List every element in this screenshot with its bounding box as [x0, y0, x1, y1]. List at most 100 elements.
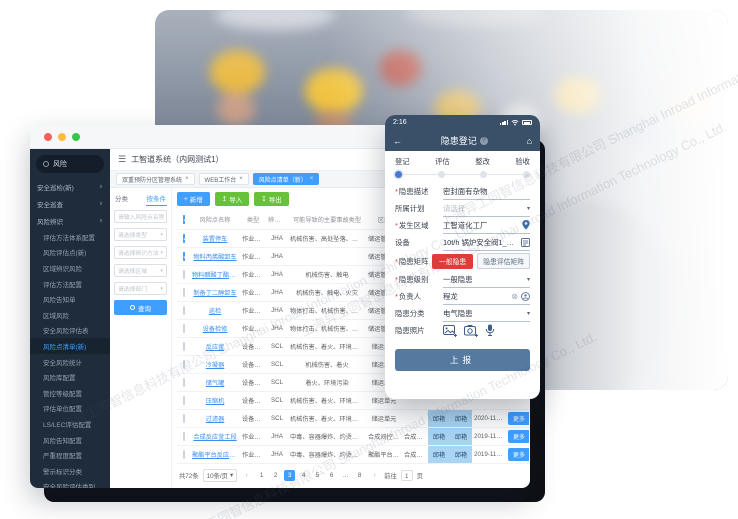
- sidebar-item[interactable]: 风险评估点(新): [30, 245, 110, 261]
- page-number-button[interactable]: 2: [273, 471, 278, 479]
- open-tab-chip[interactable]: 风险点清单（新） ×: [252, 173, 320, 185]
- method-select[interactable]: 请选择辨识方法 ▾: [114, 246, 167, 259]
- page-number-button[interactable]: 6: [329, 471, 334, 479]
- device-input[interactable]: 10t/h 锅炉安全阀1_P0001: [443, 237, 518, 247]
- sidebar-item[interactable]: 警示标识分类: [30, 463, 110, 479]
- close-window-dot[interactable]: [44, 132, 52, 141]
- risk-name-link[interactable]: 储气罐: [190, 373, 240, 392]
- row-checkbox[interactable]: [182, 431, 185, 441]
- contact-picker-icon[interactable]: [521, 291, 530, 301]
- sidebar-item[interactable]: 评估单位配置: [30, 401, 110, 417]
- hazard-description-input[interactable]: 密封面有杂物: [443, 186, 488, 196]
- prev-page-button[interactable]: ‹: [245, 471, 248, 479]
- step-accept[interactable]: 验收: [515, 157, 530, 166]
- row-checkbox[interactable]: [182, 449, 185, 459]
- sidebar-item[interactable]: 安全风险评估表: [30, 323, 110, 339]
- sidebar-item[interactable]: 风险告知单: [30, 291, 110, 307]
- type-select[interactable]: 请选择类型 ▾: [114, 228, 167, 241]
- risk-name-link[interactable]: 巡检: [190, 301, 240, 320]
- clear-icon[interactable]: ⊗: [511, 291, 518, 301]
- step-assess[interactable]: 评估: [435, 157, 450, 166]
- row-checkbox[interactable]: [182, 413, 185, 423]
- row-checkbox[interactable]: [182, 359, 185, 369]
- sidebar-item[interactable]: 风险点清单(新): [30, 338, 110, 354]
- import-button[interactable]: ↥ 导入: [214, 192, 250, 206]
- department-select[interactable]: 请选择部门 ▾: [114, 282, 167, 295]
- sidebar-item[interactable]: 安全风险评估类别: [30, 479, 110, 488]
- open-tab-chip[interactable]: 双重预防分区管理系统 ×: [116, 173, 195, 185]
- per-page-select[interactable]: 10条/页 ▾: [202, 468, 238, 482]
- risk-name-link[interactable]: 压缩机: [190, 391, 240, 410]
- sidebar-item[interactable]: 风险辨识 ∧: [30, 212, 110, 229]
- select-all-checkbox[interactable]: [182, 214, 185, 224]
- sidebar-item[interactable]: 安全巡检(新) ∨: [30, 178, 110, 195]
- risk-name-link[interactable]: 装置停车: [190, 229, 240, 248]
- step-rectify[interactable]: 整改: [475, 157, 490, 166]
- submit-button[interactable]: 上报: [395, 349, 530, 371]
- export-button[interactable]: ↧ 导出: [254, 192, 289, 206]
- step-register[interactable]: 登记: [395, 157, 410, 166]
- sidebar-item[interactable]: 安全巡查 ∨: [30, 195, 110, 212]
- goto-page-input[interactable]: 1: [400, 469, 413, 481]
- page-number-button[interactable]: 4: [301, 471, 306, 479]
- matrix-evaluate-button[interactable]: 隐患评估矩阵: [477, 253, 530, 269]
- plan-select[interactable]: 请选择: [443, 203, 466, 213]
- page-number-button[interactable]: 1: [259, 471, 264, 479]
- back-arrow-icon[interactable]: ←: [393, 135, 402, 146]
- add-button[interactable]: + 新增: [177, 192, 210, 206]
- area-input[interactable]: 工智道化工厂: [443, 220, 488, 230]
- add-photo-icon[interactable]: [443, 324, 457, 337]
- more-button[interactable]: 更多: [508, 447, 529, 461]
- risk-name-link[interactable]: 物料丙烯酸卸车: [190, 247, 240, 266]
- risk-name-link[interactable]: 冷凝器: [190, 355, 240, 374]
- home-icon[interactable]: ⌂: [526, 135, 532, 146]
- sidebar-item[interactable]: LS/LEC评估配置: [30, 416, 110, 432]
- row-checkbox[interactable]: [182, 287, 185, 297]
- row-checkbox[interactable]: [182, 377, 185, 387]
- close-icon[interactable]: ×: [309, 176, 314, 182]
- device-list-icon[interactable]: [521, 237, 530, 247]
- sidebar-item[interactable]: 风险告知配置: [30, 432, 110, 448]
- risk-name-link[interactable]: 物料醋酸丁酯卸车: [190, 265, 240, 284]
- category-select[interactable]: 电气隐患: [443, 308, 473, 318]
- filter-tab-condition[interactable]: 按条件: [145, 191, 167, 206]
- sidebar-item[interactable]: 评估方法体系配置: [30, 229, 110, 245]
- close-icon[interactable]: ×: [185, 176, 189, 182]
- row-checkbox[interactable]: [182, 233, 185, 243]
- row-checkbox[interactable]: [182, 341, 185, 351]
- row-checkbox[interactable]: [182, 269, 185, 279]
- sidebar-item[interactable]: 安全风险统计: [30, 354, 110, 370]
- row-checkbox[interactable]: [182, 395, 185, 405]
- risk-name-link[interactable]: 反应釜: [190, 337, 240, 356]
- sidebar-item[interactable]: 管控等级配置: [30, 385, 110, 401]
- sidebar-item[interactable]: 严重程度配置: [30, 447, 110, 463]
- sidebar-item[interactable]: 区域辨识风险: [30, 260, 110, 276]
- region-select[interactable]: 请选择区域 ▾: [114, 264, 167, 277]
- next-page-button[interactable]: ›: [373, 471, 376, 479]
- risk-name-link[interactable]: 过滤器: [190, 409, 240, 428]
- risk-name-input[interactable]: 请输入风险点名称: [114, 210, 167, 223]
- owner-input[interactable]: 程龙: [443, 291, 458, 301]
- row-checkbox[interactable]: [182, 323, 185, 333]
- more-button[interactable]: 更多: [508, 411, 529, 425]
- risk-name-link[interactable]: 合成反应釜工段: [190, 427, 240, 446]
- search-button[interactable]: 查询: [114, 300, 167, 315]
- location-pin-icon[interactable]: [522, 220, 530, 230]
- page-number-button[interactable]: 5: [315, 471, 320, 479]
- level-select[interactable]: 一般隐患: [443, 274, 473, 284]
- risk-name-link[interactable]: 聚酯平台反应工段: [190, 445, 240, 464]
- sidebar-item[interactable]: 风险库配置: [30, 369, 110, 385]
- risk-name-link[interactable]: 设备检修: [190, 319, 240, 338]
- page-number-button[interactable]: ...: [343, 471, 349, 479]
- hamburger-menu-icon[interactable]: ☰: [118, 154, 127, 164]
- take-photo-icon[interactable]: [464, 324, 478, 337]
- sidebar-item[interactable]: 评估方法配置: [30, 276, 110, 292]
- close-icon[interactable]: ×: [239, 176, 243, 182]
- page-number-button[interactable]: 3: [284, 469, 296, 481]
- more-button[interactable]: 更多: [508, 429, 529, 443]
- help-icon[interactable]: ?: [479, 136, 488, 145]
- row-checkbox[interactable]: [182, 305, 185, 315]
- row-checkbox[interactable]: [182, 251, 185, 261]
- risk-name-link[interactable]: 制备丁二醇卸车: [190, 283, 240, 302]
- page-number-button[interactable]: 8: [357, 471, 362, 479]
